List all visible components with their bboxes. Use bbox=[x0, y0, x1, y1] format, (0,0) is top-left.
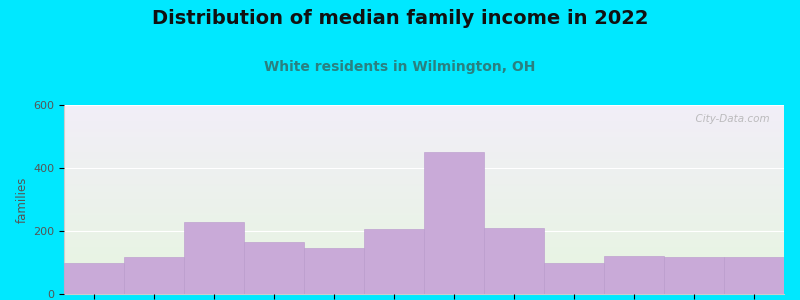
Bar bbox=[364, 230, 424, 294]
Bar bbox=[304, 248, 364, 294]
Bar bbox=[124, 257, 184, 294]
Text: White residents in Wilmington, OH: White residents in Wilmington, OH bbox=[264, 60, 536, 74]
Bar bbox=[424, 152, 484, 294]
Text: Distribution of median family income in 2022: Distribution of median family income in … bbox=[152, 9, 648, 28]
Bar bbox=[604, 256, 664, 294]
Y-axis label: families: families bbox=[16, 176, 29, 223]
Bar bbox=[184, 221, 244, 294]
Bar bbox=[724, 257, 784, 294]
Bar bbox=[664, 257, 724, 294]
Bar bbox=[244, 242, 304, 294]
Bar bbox=[544, 262, 604, 294]
Bar bbox=[64, 262, 124, 294]
Bar bbox=[484, 228, 544, 294]
Text: City-Data.com: City-Data.com bbox=[689, 115, 770, 124]
